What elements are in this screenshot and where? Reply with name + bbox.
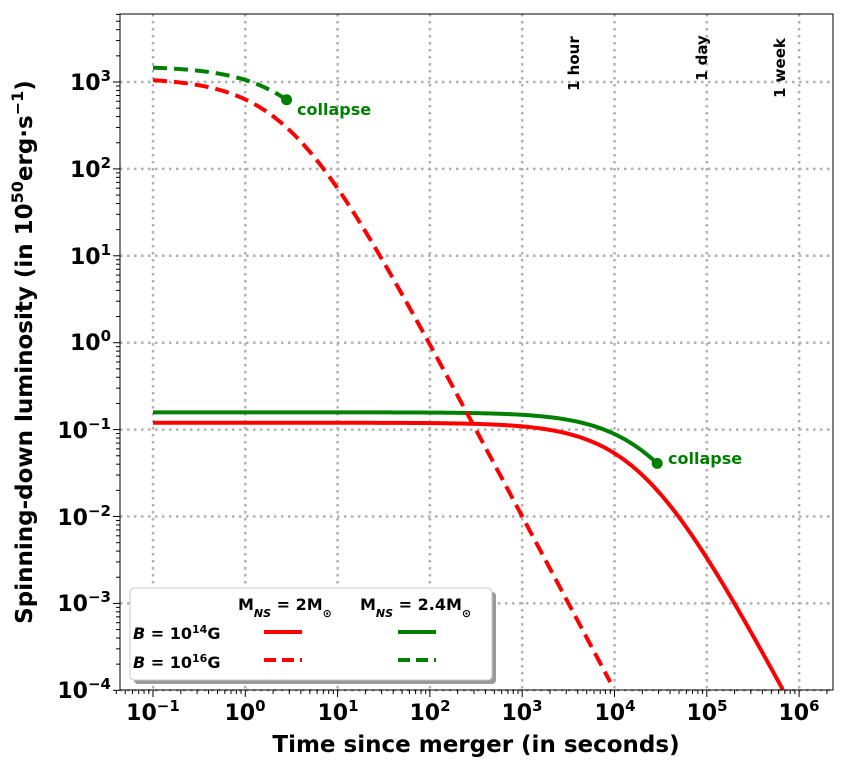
collapse-point-b16_m24 [281, 94, 293, 106]
one-hour-label: 1 hour [565, 36, 583, 91]
x-tick-label: 10−1 [126, 697, 180, 726]
y-tick-label: 101 [70, 241, 111, 270]
series-line-b16_m2 [152, 78, 613, 684]
x-tick-label: 105 [686, 697, 727, 726]
annotations: 1 hour 1 day 1 week collapse collapse [297, 35, 789, 468]
x-tick-label: 104 [594, 697, 635, 726]
collapse-label-late: collapse [668, 449, 742, 468]
x-axis-title: Time since merger (in seconds) [272, 732, 679, 758]
grid [120, 14, 833, 692]
series-line-b16_m24 [151, 65, 289, 102]
y-tick-label: 10−3 [57, 588, 111, 617]
x-tick-label: 106 [778, 697, 819, 726]
legend: MNS = 2M⊙ MNS = 2.4M⊙ B = 1014G B = 1016… [129, 587, 496, 684]
legend-header-mass-24: MNS = 2.4M⊙ [360, 595, 471, 620]
plot-frame [119, 13, 834, 691]
x-tick-label: 101 [317, 697, 358, 726]
series-curves [151, 65, 785, 691]
legend-row-b16: B = 1016G [133, 652, 220, 673]
collapse-point-b14_m24 [651, 457, 663, 469]
x-tick-label: 103 [501, 697, 542, 726]
series-line-b14_m24 [152, 410, 659, 465]
legend-header-mass-2: MNS = 2M⊙ [238, 595, 332, 620]
x-tick-labels: 10−1 100 101 102 103 104 105 106 [126, 697, 819, 726]
series-line-b14_m2 [153, 420, 785, 691]
one-week-label: 1 week [771, 37, 789, 98]
one-day-label: 1 day [693, 35, 711, 81]
y-tick-label: 103 [70, 67, 111, 96]
legend-box [129, 587, 493, 681]
y-tick-labels: 10−4 10−3 10−2 10−1 100 101 102 103 [57, 67, 111, 704]
y-tick-label: 102 [70, 154, 111, 183]
x-tick-label: 100 [224, 697, 265, 726]
axis-ticks [113, 13, 828, 697]
x-tick-label: 102 [409, 697, 450, 726]
legend-row-b14: B = 1014G [133, 623, 220, 644]
y-axis-title: Spinning-down luminosity (in 1050erg·s−1… [8, 80, 39, 624]
collapse-label-early: collapse [297, 100, 371, 119]
y-tick-label: 10−4 [57, 675, 111, 704]
y-tick-label: 10−1 [57, 415, 111, 444]
y-tick-label: 100 [70, 327, 111, 356]
y-tick-label: 10−2 [57, 502, 111, 531]
